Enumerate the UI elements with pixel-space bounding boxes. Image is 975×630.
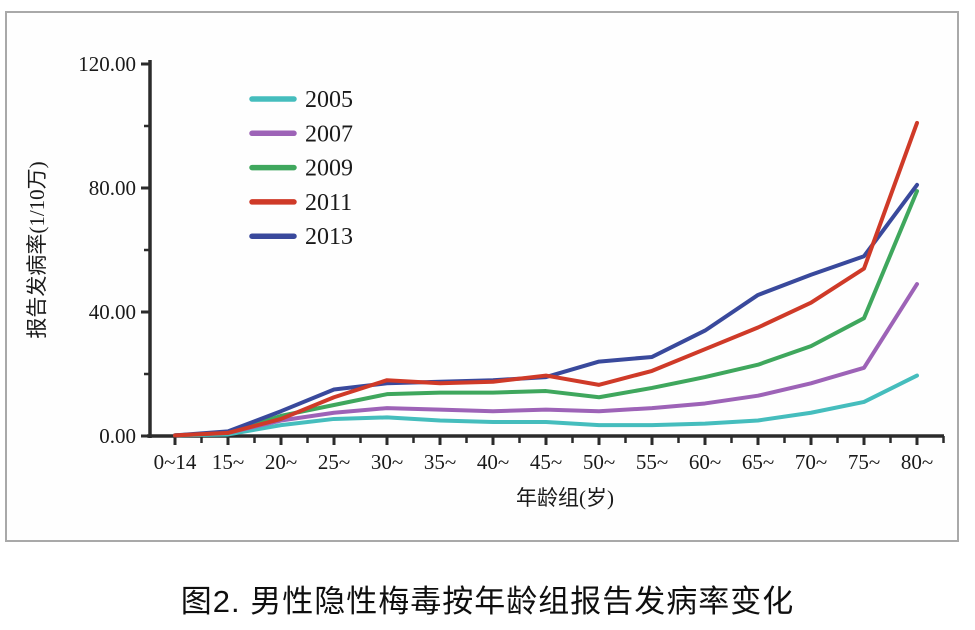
x-tick-label: 25~ xyxy=(318,450,350,474)
legend-label-2009: 2009 xyxy=(305,156,353,182)
x-tick-label: 30~ xyxy=(371,450,403,474)
legend-label-2005: 2005 xyxy=(305,87,353,113)
series-line-2011 xyxy=(173,120,919,438)
y-axis-title: 报告发病率(1/10万) xyxy=(25,161,49,338)
y-tick-label: 40.00 xyxy=(89,300,136,324)
x-tick-label: 60~ xyxy=(689,450,721,474)
figure-border xyxy=(5,11,959,542)
x-tick-label: 55~ xyxy=(636,450,668,474)
x-tick-label: 45~ xyxy=(530,450,562,474)
legend-label-2013: 2013 xyxy=(305,224,353,250)
x-tick-label: 15~ xyxy=(212,450,244,474)
figure-caption: 图2. 男性隐性梅毒按年龄组报告发病率变化 xyxy=(180,584,795,619)
x-tick-label: 0~14 xyxy=(154,450,197,474)
x-tick-label: 20~ xyxy=(265,450,297,474)
x-tick-label: 50~ xyxy=(583,450,615,474)
x-tick-label: 80~ xyxy=(901,450,933,474)
series-line-2005 xyxy=(173,373,919,438)
series-line-2013 xyxy=(173,182,919,438)
y-tick-label: 120.00 xyxy=(78,52,136,76)
y-tick-label: 80.00 xyxy=(89,176,136,200)
legend-label-2011: 2011 xyxy=(305,190,352,216)
x-tick-label: 75~ xyxy=(848,450,880,474)
x-tick-label: 70~ xyxy=(795,450,827,474)
series-line-2007 xyxy=(173,282,919,438)
x-tick-label: 35~ xyxy=(424,450,456,474)
x-tick-label: 65~ xyxy=(742,450,774,474)
legend-label-2007: 2007 xyxy=(305,121,353,147)
y-tick-label: 0.00 xyxy=(99,424,136,448)
legend: 2005 2007 2009 2011 2013 xyxy=(249,87,353,250)
series-line-2009 xyxy=(173,189,919,438)
x-tick-label: 40~ xyxy=(477,450,509,474)
line-chart: 0.00 40.00 80.00 120.00 0~14 15~ 20~ 25~ 30~ 35~ 4… xyxy=(25,52,945,510)
x-axis-title: 年龄组(岁) xyxy=(516,486,614,510)
